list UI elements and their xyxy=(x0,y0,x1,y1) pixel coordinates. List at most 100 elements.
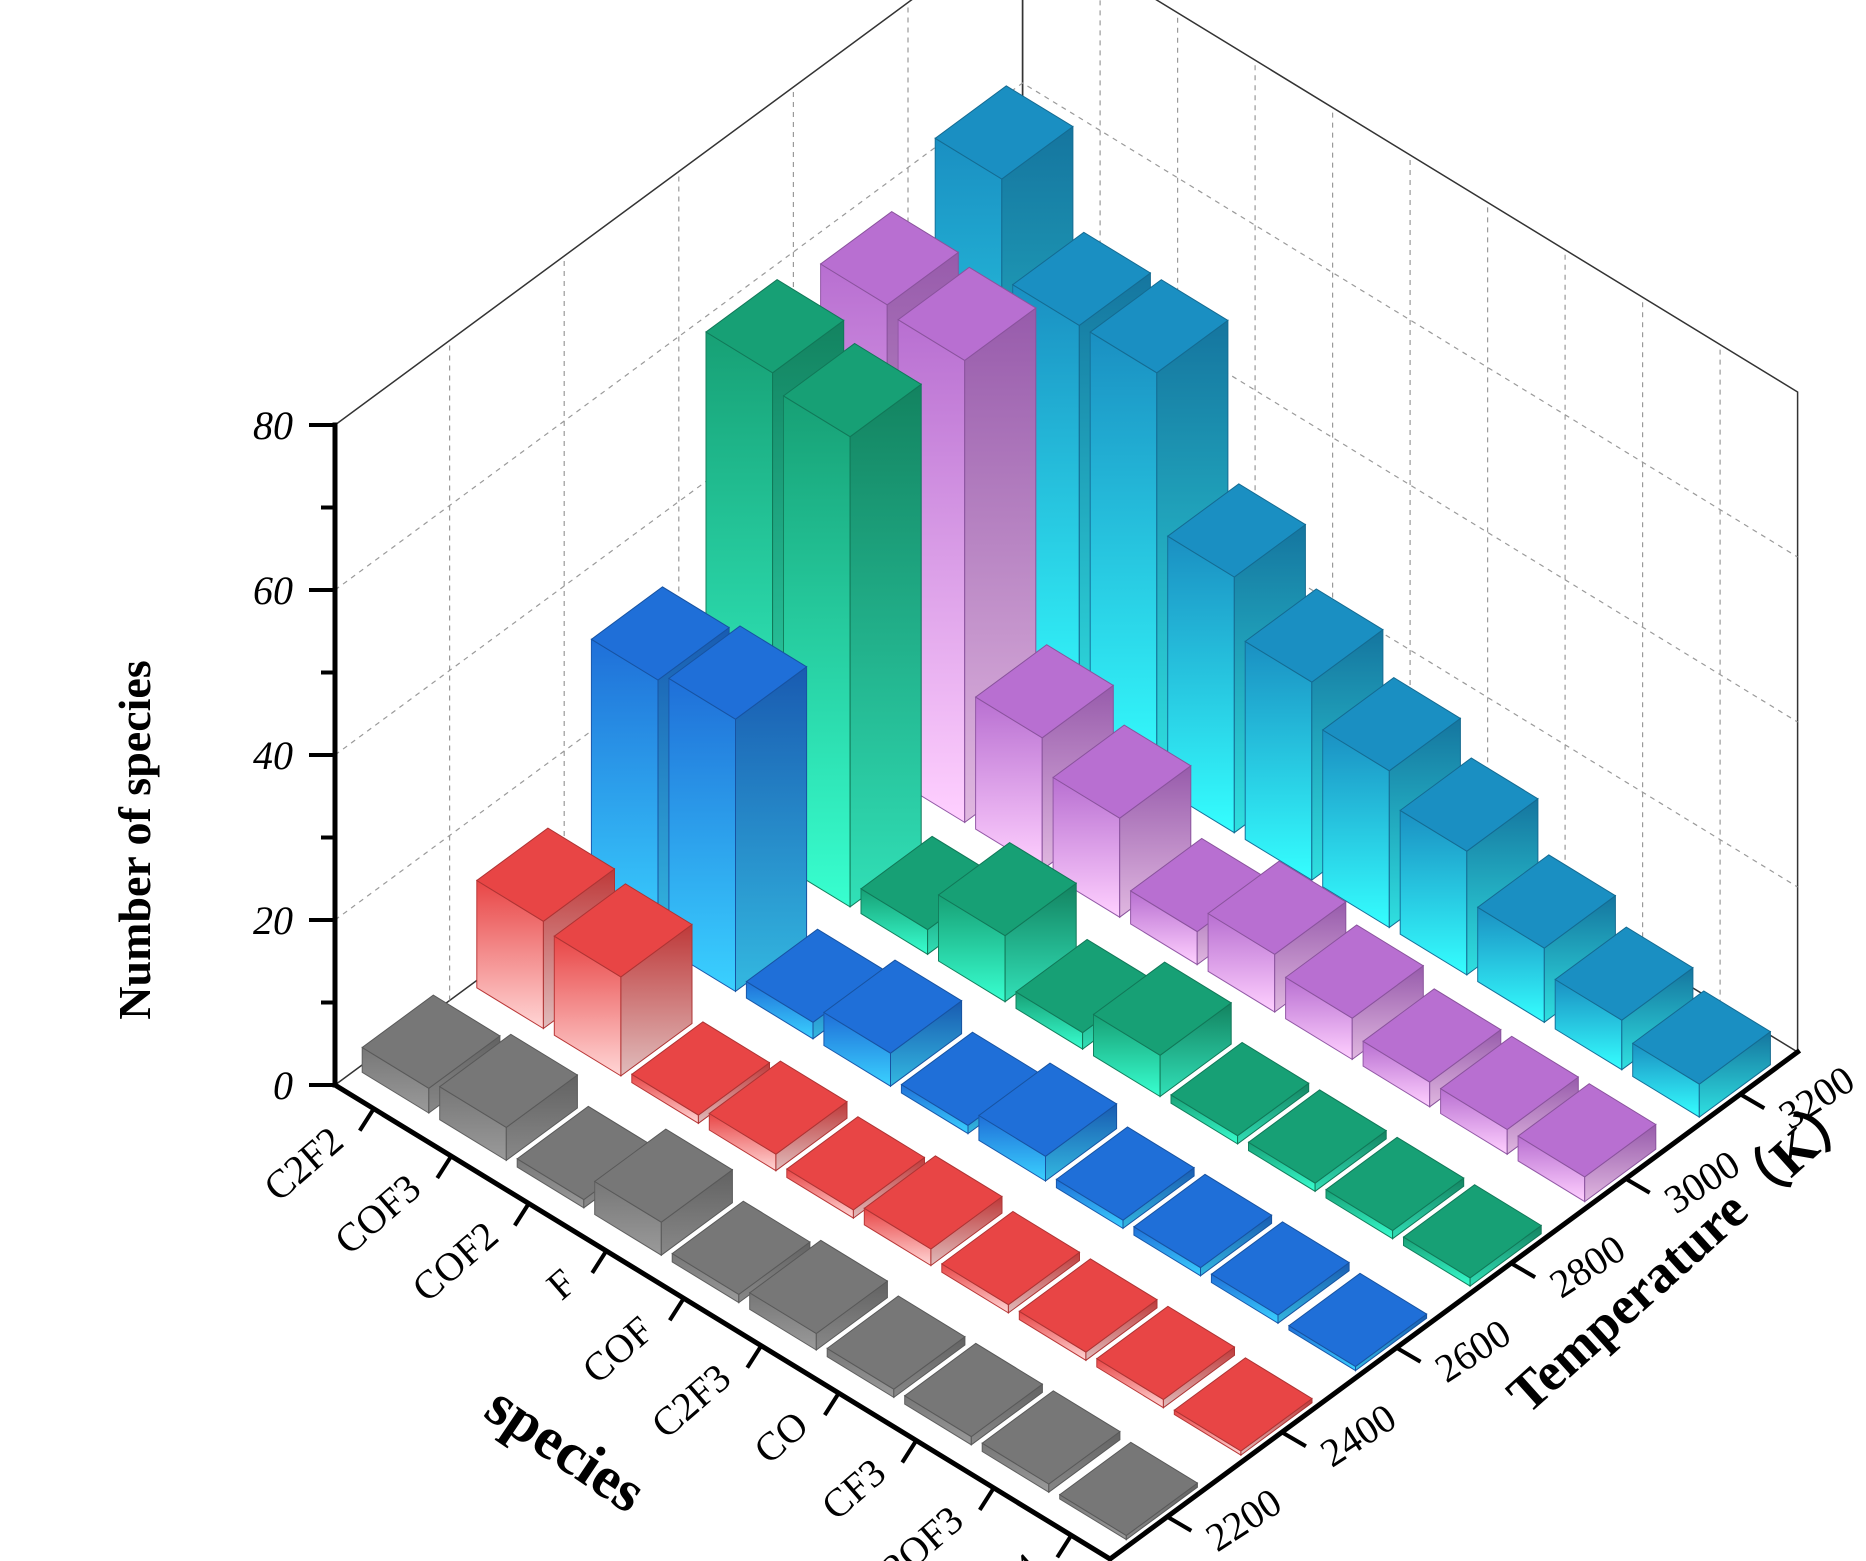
bar-top-face xyxy=(593,1128,734,1223)
bar-2200-C2OF3 xyxy=(981,1390,1121,1494)
bar-2600-CO xyxy=(1055,1126,1195,1230)
bar-2800-CF3 xyxy=(1247,1089,1388,1193)
bar-2400-F xyxy=(708,1060,848,1172)
bar-side-face xyxy=(849,383,922,908)
x-tick-mark xyxy=(358,1107,376,1132)
bar-2200-C2F3 xyxy=(748,1239,889,1351)
bar-top-face xyxy=(1092,961,1233,1056)
bar-2600-F xyxy=(823,959,963,1088)
z-tick-label: 60 xyxy=(253,568,293,613)
bar-top-face xyxy=(1288,1272,1428,1368)
y-tick-mark xyxy=(1395,1346,1422,1364)
bar-top-face xyxy=(1402,1184,1543,1279)
bar-top-face xyxy=(1210,1221,1350,1316)
bar-top-face xyxy=(668,625,808,720)
bar-top-face xyxy=(981,1390,1121,1485)
bar-2400-CO xyxy=(940,1210,1081,1314)
bar-top-face xyxy=(708,1060,848,1155)
x-tick-label: COF xyxy=(573,1307,661,1392)
x-tick-mark xyxy=(513,1202,531,1227)
bar-2600-C2OF3 xyxy=(1210,1221,1350,1325)
bar-side-face xyxy=(735,665,808,993)
bar-top-face xyxy=(1011,231,1152,327)
x-tick-mark xyxy=(1055,1534,1073,1559)
bar-2800-C2F3 xyxy=(1092,961,1233,1098)
z-tick-label: 40 xyxy=(253,733,293,778)
x-tick-label: C2OF3 xyxy=(853,1497,971,1561)
bars-layer xyxy=(361,85,1772,1541)
y-tick-label: 2400 xyxy=(1312,1394,1404,1475)
bar-top-face xyxy=(438,1033,579,1129)
bar-2200-CO xyxy=(826,1295,966,1399)
y-tick-mark xyxy=(1739,1092,1766,1110)
axes-layer xyxy=(309,422,1802,1561)
bar-top-face xyxy=(903,1342,1044,1438)
y-tick-mark xyxy=(1166,1515,1193,1533)
bar-2400-C2F3 xyxy=(863,1155,1003,1267)
x-tick-mark xyxy=(745,1344,763,1369)
bar-top-face xyxy=(705,278,845,374)
bar-top-face xyxy=(974,644,1115,739)
bar-top-face xyxy=(1058,1441,1199,1537)
bar-2400-COF3 xyxy=(553,883,693,1077)
x-tick-label: C2F4 xyxy=(953,1544,1050,1561)
bar-top-face xyxy=(671,1200,811,1296)
bar-top-face xyxy=(1089,279,1229,374)
bar-2400-CF3 xyxy=(1018,1258,1158,1362)
bar-top-face xyxy=(785,1116,926,1211)
bar-2600-C2F3 xyxy=(978,1062,1118,1182)
x-tick-label: C2F2 xyxy=(255,1118,352,1210)
bar-top-face xyxy=(823,959,963,1054)
bar-2600-CF3 xyxy=(1133,1173,1273,1277)
bar-top-face xyxy=(897,266,1037,362)
bar-top-face xyxy=(748,1239,889,1335)
x-tick-mark xyxy=(435,1155,453,1180)
bar-top-face xyxy=(1247,1089,1388,1184)
bar-2200-CF3 xyxy=(903,1342,1044,1446)
x-tick-mark xyxy=(590,1249,608,1274)
bar-top-face xyxy=(1284,924,1425,1019)
bar-top-face xyxy=(1133,1173,1273,1269)
bar-2600-C2F4 xyxy=(1288,1272,1428,1372)
grid-line-horizontal xyxy=(334,82,1798,591)
z-tick-label: 0 xyxy=(273,1063,293,1108)
bar-top-face xyxy=(1399,757,1539,852)
x-tick-label: C2F3 xyxy=(643,1355,740,1447)
bar-top-face xyxy=(1362,988,1502,1083)
x-axis-line xyxy=(331,1081,1114,1561)
bar-top-face xyxy=(630,1021,771,1116)
bar-2200-F xyxy=(593,1128,734,1257)
y-tick-mark xyxy=(1510,1261,1537,1279)
z-axis-title: Number of species xyxy=(109,660,160,1019)
bar-top-face xyxy=(937,841,1078,937)
x-tick-label: F xyxy=(538,1260,584,1309)
bar-top-face xyxy=(1173,1357,1313,1452)
x-tick-mark xyxy=(978,1486,996,1511)
bar-2400-C2F4 xyxy=(1173,1357,1313,1457)
bar-top-face xyxy=(1554,926,1694,1021)
z-tick-label: 20 xyxy=(253,898,293,943)
bar-front-face xyxy=(1244,640,1313,881)
bar-top-face xyxy=(1325,1136,1465,1232)
bar-top-face xyxy=(1170,1041,1310,1137)
bar-2200-C2F4 xyxy=(1058,1441,1199,1541)
bar-2800-C2F4 xyxy=(1402,1184,1543,1288)
x-axis-title: species xyxy=(475,1372,658,1525)
bar-3200-C2F4 xyxy=(1631,990,1772,1119)
bar-2800-CO xyxy=(1170,1041,1310,1145)
bar-top-face xyxy=(978,1062,1118,1157)
bar-3000-C2F4 xyxy=(1517,1083,1657,1203)
y-axis-line xyxy=(1106,1048,1802,1561)
x-tick-label: COF3 xyxy=(326,1165,429,1263)
bar-top-face xyxy=(934,85,1074,180)
bar-top-face xyxy=(1321,676,1462,772)
y-tick-mark xyxy=(1624,1177,1651,1195)
bar-top-face xyxy=(1018,1258,1158,1353)
bar-2800-C2OF3 xyxy=(1325,1136,1465,1240)
bar-top-face xyxy=(361,994,501,1089)
x-tick-label: CO xyxy=(745,1402,816,1472)
bar-top-face xyxy=(863,1155,1003,1250)
bar-top-face xyxy=(1517,1083,1657,1178)
bar-top-face xyxy=(1052,724,1192,819)
